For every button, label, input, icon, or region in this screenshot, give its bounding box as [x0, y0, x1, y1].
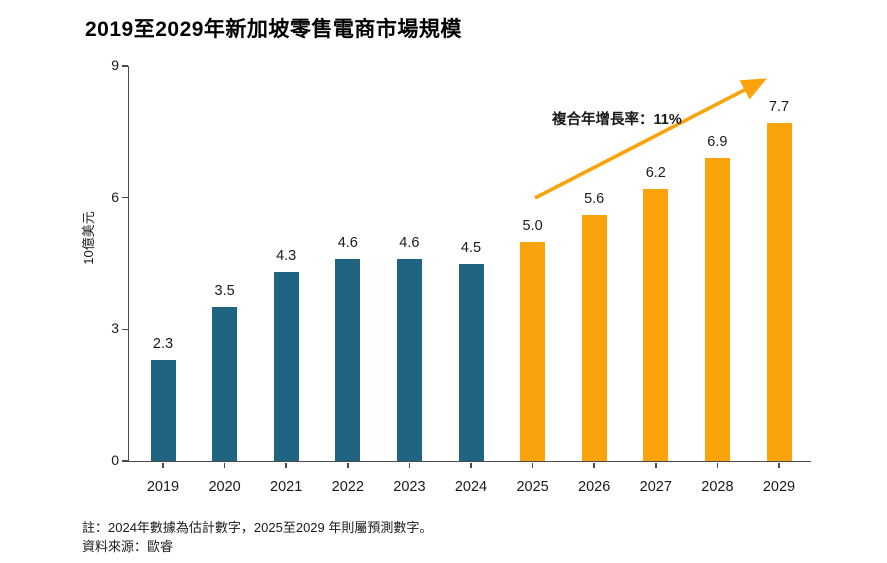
- bar-forecast: [581, 215, 607, 461]
- x-axis-tick: [470, 462, 472, 468]
- x-axis-label: 2022: [331, 479, 364, 495]
- x-axis-label: 2026: [578, 479, 611, 495]
- footnote: 註：2024年數據為估計數字，2025至2029 年則屬預測數字。: [82, 520, 433, 535]
- y-axis-tick: [121, 196, 128, 199]
- x-axis-label: 2028: [701, 479, 734, 495]
- bar-value-label: 3.5: [214, 283, 235, 300]
- bar-value-label: 7.7: [768, 99, 790, 116]
- y-axis-tick: [121, 65, 128, 67]
- x-axis-tick: [593, 462, 595, 468]
- x-axis-tick: [408, 462, 411, 468]
- bar-historical: [396, 259, 422, 461]
- x-axis-label: 2027: [639, 479, 672, 495]
- bar-value-label: 4.3: [276, 248, 297, 265]
- x-axis-label: 2029: [762, 479, 796, 495]
- x-axis-tick: [162, 462, 164, 468]
- bar-historical: [212, 307, 238, 461]
- bar-value-label: 4.5: [460, 239, 482, 256]
- x-axis-label: 2019: [146, 479, 180, 495]
- source-note: 資料來源：歐睿: [82, 539, 174, 554]
- bar-value-label: 5.6: [584, 191, 605, 208]
- bar-historical: [150, 360, 176, 461]
- y-axis-tick-label: 6: [111, 188, 119, 205]
- x-axis-tick: [531, 462, 534, 468]
- bar-forecast: [766, 123, 792, 461]
- x-axis-label: 2023: [393, 479, 426, 495]
- x-axis-label: 2024: [454, 479, 488, 495]
- bar-historical: [335, 259, 361, 461]
- y-axis-tick-label: 0: [111, 452, 119, 468]
- bar-forecast: [643, 188, 669, 461]
- y-axis-tick: [121, 460, 128, 462]
- x-axis-tick: [778, 462, 780, 468]
- x-axis-label: 2020: [208, 479, 241, 495]
- y-axis-tick-label: 3: [111, 320, 119, 337]
- cagr-annotation-label: 複合年增長率：11%: [552, 112, 682, 128]
- y-axis-tick: [121, 328, 128, 331]
- bar-value-label: 6.9: [707, 134, 728, 151]
- x-axis-tick: [285, 462, 287, 468]
- chart-title: 2019至2029年新加坡零售電商市場規模: [85, 18, 462, 41]
- x-axis-tick: [655, 462, 657, 468]
- x-axis-tick: [716, 462, 719, 468]
- x-axis-tick: [223, 462, 226, 468]
- bar-value-label: 4.6: [337, 235, 358, 252]
- x-axis-label: 2021: [270, 479, 303, 495]
- bar-historical: [458, 263, 484, 461]
- x-axis-label: 2025: [516, 479, 549, 495]
- bar-forecast: [704, 158, 730, 461]
- y-axis-label: 10億美元: [81, 211, 96, 265]
- bar-value-label: 6.2: [645, 164, 666, 181]
- bar-value-label: 4.6: [399, 235, 420, 252]
- bar-historical: [273, 272, 299, 461]
- plot-area: 2.3 2019 3.5 2020 4.3 2021 4.6 2022 4.6 2023 4.5 20…: [111, 57, 811, 495]
- bar-value-label: 5.0: [522, 217, 543, 234]
- x-axis-tick: [347, 462, 349, 468]
- bar-value-label: 2.3: [152, 336, 174, 353]
- y-axis-tick-label: 9: [111, 57, 119, 73]
- bar-forecast: [520, 241, 546, 461]
